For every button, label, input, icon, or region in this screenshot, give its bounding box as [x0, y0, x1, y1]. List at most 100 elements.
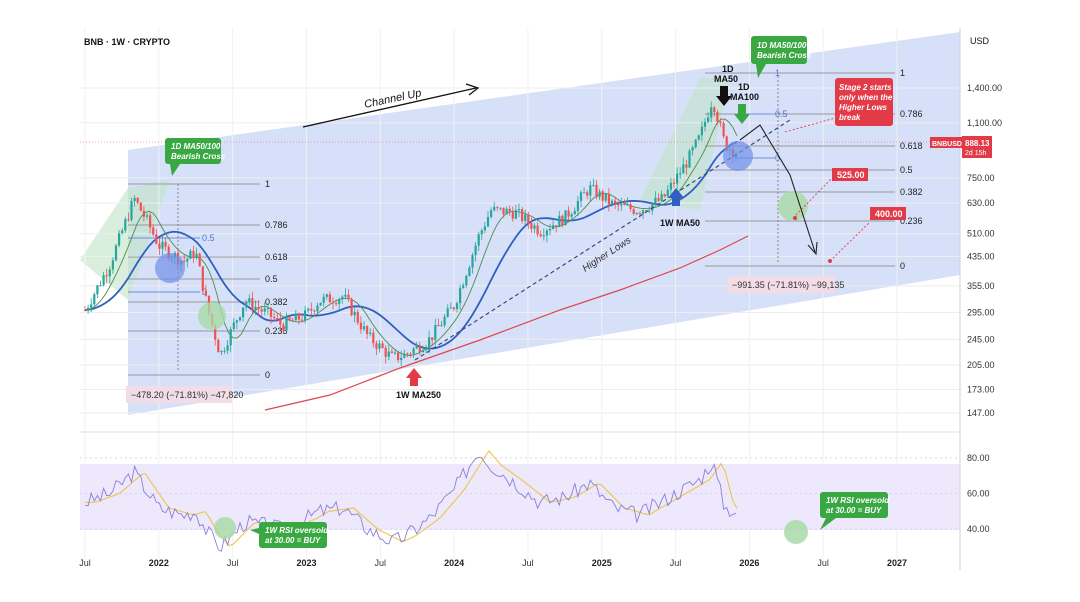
candle-body	[273, 316, 276, 319]
candle-body	[105, 275, 108, 277]
candle-body	[223, 350, 226, 352]
rsi2026-line2: at 30.00 = BUY	[826, 506, 882, 515]
candle-body	[638, 213, 641, 215]
candle-body	[161, 241, 164, 249]
candle-body	[142, 210, 145, 217]
measure-2022-label: −478.20 (−71.81%) −47,820	[131, 390, 243, 400]
candle-body	[90, 304, 93, 308]
candle-body	[266, 307, 269, 309]
candle-body	[409, 353, 412, 355]
candle-body	[400, 357, 403, 361]
candle-body	[589, 185, 592, 196]
fib2021-level-0618: 0.618	[265, 252, 288, 262]
candle-body	[508, 208, 511, 213]
candle-body	[583, 192, 586, 194]
candle-body	[198, 253, 201, 267]
note-2021-line1: 1D MA50/100	[171, 142, 221, 151]
rsi-oversold-circle-2022	[214, 517, 236, 539]
rsi-line	[84, 456, 737, 552]
fib2021-level-0: 0	[265, 370, 270, 380]
fib2021-level-0236: 0.236	[265, 326, 288, 336]
candle-body	[434, 325, 437, 340]
candle-body	[294, 313, 297, 321]
candle-body	[595, 184, 598, 198]
fib2025-level-1: 1	[900, 68, 905, 78]
fib2021-level-0786: 0.786	[265, 220, 288, 230]
candle-body	[446, 308, 449, 317]
candle-body	[545, 230, 548, 236]
candle-body	[291, 319, 294, 321]
candle-body	[632, 209, 635, 214]
candle-body	[530, 223, 533, 229]
fib2021-inner-05: 0.5	[202, 233, 215, 243]
candle-body	[651, 203, 654, 211]
target-400-connector	[829, 221, 871, 262]
ma250-path	[264, 235, 749, 411]
candle-body	[449, 307, 452, 309]
candle-body	[496, 206, 499, 208]
price-tick-label: 1,400.00	[967, 83, 1002, 93]
candle-body	[325, 294, 328, 297]
candle-body	[610, 200, 614, 205]
target-525-box	[832, 168, 868, 181]
candle-body	[338, 299, 341, 304]
stage2-connector	[784, 117, 836, 133]
candle-body	[307, 308, 310, 311]
candle-body	[319, 302, 322, 306]
candle-body	[548, 228, 552, 231]
price-tick-label: 355.00	[967, 281, 995, 291]
candle-body	[195, 253, 198, 259]
candle-body	[381, 343, 384, 348]
ma50-1d-arrow	[716, 86, 732, 106]
candle-body	[328, 294, 331, 303]
candle-body	[350, 299, 353, 316]
note-rsi-2022: 1W RSI oversold at 30.00 = BUY	[250, 522, 329, 548]
candle-body	[387, 351, 390, 357]
candle-body	[183, 260, 186, 262]
candle-body	[499, 207, 502, 209]
channel-up-area	[128, 32, 960, 415]
fib2025-level-0382: 0.382	[900, 187, 923, 197]
ma250-1w-label: 1W MA250	[396, 390, 441, 400]
candle-body	[127, 219, 130, 221]
measure-2025-box	[727, 276, 835, 293]
candle-body	[722, 123, 725, 137]
candle-body	[186, 258, 189, 262]
time-tick-label: 2023	[296, 558, 316, 568]
candle-body	[96, 285, 99, 295]
candle-body	[713, 107, 716, 113]
candle-body	[130, 201, 133, 220]
candle-body	[251, 298, 254, 311]
candle-body	[455, 303, 459, 309]
stage2-line3: Higher Lows	[839, 103, 888, 112]
candle-body	[533, 225, 536, 229]
target-400-dot	[828, 259, 832, 263]
label-1d-ma50-a: 1D	[722, 64, 734, 74]
candle-body	[703, 121, 707, 127]
candle-body	[666, 189, 669, 197]
candle-body	[390, 351, 393, 353]
candle-body	[331, 302, 335, 304]
candle-body	[710, 107, 713, 118]
candle-body	[688, 150, 691, 168]
candle-body	[242, 307, 245, 318]
candle-body	[716, 112, 719, 122]
candle-body	[421, 350, 424, 353]
candle-body	[517, 209, 521, 211]
candle-body	[189, 250, 192, 259]
candle-body	[87, 307, 90, 311]
candle-body	[254, 306, 257, 311]
candle-body	[676, 173, 679, 184]
candle-body	[462, 285, 465, 289]
candle-body	[428, 337, 431, 347]
target-400-box	[870, 207, 906, 220]
candle-body	[335, 303, 338, 305]
candle-body	[694, 139, 697, 148]
candle-body	[719, 121, 722, 124]
candle-body	[378, 343, 381, 349]
candle-body	[217, 339, 220, 353]
candle-body	[459, 288, 462, 304]
note-rsi-2026: 1W RSI oversold at 30.00 = BUY	[820, 492, 890, 530]
rsi-tick-label: 60.00	[967, 489, 990, 499]
candle-body	[304, 310, 307, 321]
